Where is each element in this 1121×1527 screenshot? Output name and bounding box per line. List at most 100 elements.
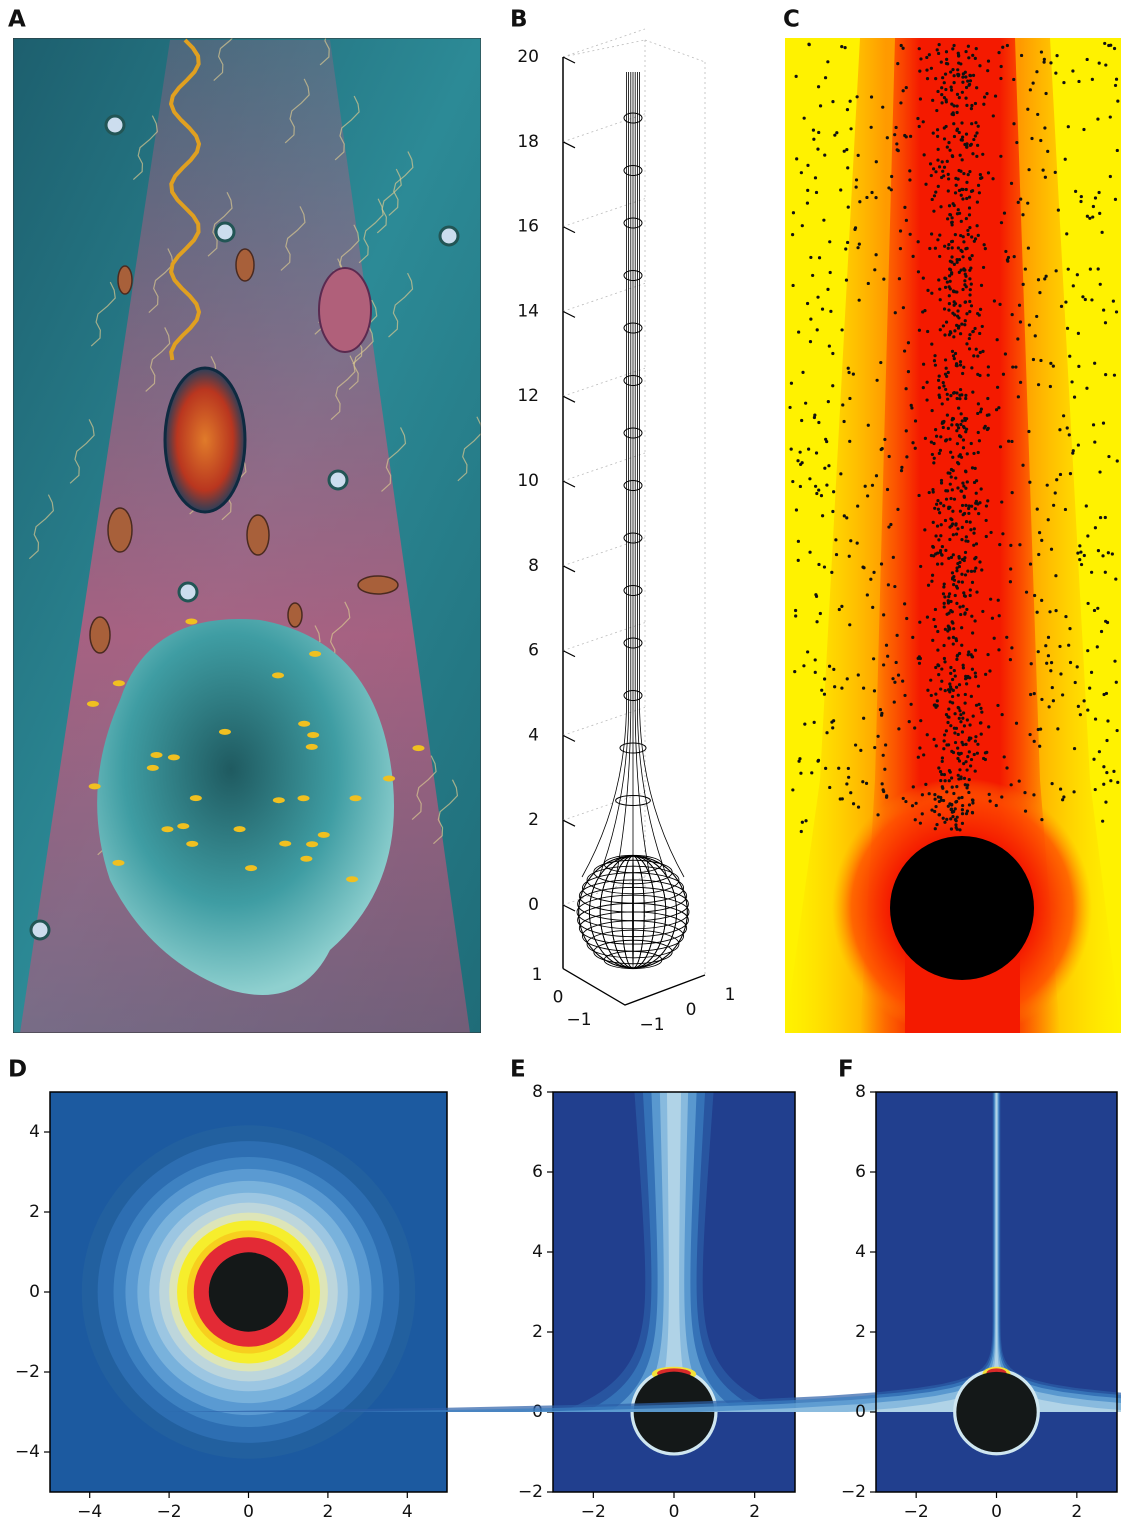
particle	[951, 620, 954, 623]
particle	[957, 52, 960, 55]
x-tick-label: 4	[402, 1502, 413, 1522]
particle	[973, 570, 976, 573]
particle	[935, 823, 938, 826]
particle	[891, 677, 894, 680]
particle	[940, 481, 943, 484]
particle	[1086, 708, 1089, 711]
particle	[1010, 182, 1013, 185]
particle	[843, 514, 846, 517]
particle	[962, 240, 965, 243]
particle	[981, 325, 984, 328]
particle	[970, 143, 973, 146]
particle	[961, 197, 964, 200]
particle	[1005, 636, 1008, 639]
particle	[318, 832, 330, 838]
particle	[932, 738, 935, 741]
z-tick	[563, 820, 575, 826]
particle	[815, 191, 818, 194]
particle	[976, 502, 979, 505]
particle	[1064, 615, 1067, 618]
particle	[953, 74, 956, 77]
particle	[1019, 197, 1022, 200]
particle	[951, 113, 954, 116]
particle	[185, 618, 197, 624]
particle	[965, 181, 968, 184]
particle	[948, 525, 951, 528]
particle	[1094, 526, 1097, 529]
particle	[932, 131, 935, 134]
particle	[807, 448, 810, 451]
particle	[934, 77, 937, 80]
particle	[1060, 305, 1063, 308]
particle	[887, 583, 890, 586]
particle	[974, 566, 977, 569]
particle	[937, 673, 940, 676]
particle	[957, 774, 960, 777]
particle	[801, 371, 804, 374]
particle	[952, 533, 955, 536]
y-tick-label: −2	[15, 1362, 40, 1382]
particle	[966, 79, 969, 82]
particle	[1077, 365, 1080, 368]
particle	[888, 455, 891, 458]
particle	[931, 453, 934, 456]
particle	[900, 469, 903, 472]
particle	[966, 755, 969, 758]
particle	[956, 93, 959, 96]
particle	[800, 419, 803, 422]
particle	[908, 169, 911, 172]
particle	[946, 393, 949, 396]
particle	[929, 162, 932, 165]
particle	[903, 206, 906, 209]
particle	[973, 619, 976, 622]
particle	[926, 289, 929, 292]
particle	[1033, 740, 1036, 743]
particle	[937, 185, 940, 188]
particle	[847, 206, 850, 209]
particle	[1092, 423, 1095, 426]
particle	[936, 128, 939, 131]
wire-parallel	[604, 951, 662, 968]
particle	[985, 519, 988, 522]
particle	[942, 504, 945, 507]
particle	[845, 782, 848, 785]
particle	[962, 664, 965, 667]
particle	[975, 590, 978, 593]
x-tick-label: 2	[749, 1502, 760, 1522]
particle	[916, 117, 919, 120]
particle	[905, 455, 908, 458]
particle	[970, 366, 973, 369]
spore	[179, 583, 197, 601]
particle	[1045, 662, 1048, 665]
panel-label: E	[510, 1057, 526, 1083]
particle	[964, 301, 967, 304]
particle	[924, 437, 927, 440]
particle	[968, 257, 971, 260]
particle	[945, 58, 948, 61]
wire-parallel	[579, 912, 686, 944]
particle	[1088, 687, 1091, 690]
particle	[955, 566, 958, 569]
particle	[955, 686, 958, 689]
particle	[1002, 373, 1005, 376]
spore	[216, 223, 234, 241]
particle	[958, 605, 961, 608]
particle	[866, 593, 869, 596]
particle	[840, 328, 843, 331]
y-tick-label: 2	[855, 1322, 866, 1342]
y-tick-label: −2	[841, 1482, 866, 1502]
particle	[961, 730, 964, 733]
particle	[827, 400, 830, 403]
particle	[964, 760, 967, 763]
particle	[950, 807, 953, 810]
particle	[942, 817, 945, 820]
particle	[936, 135, 939, 138]
particle	[1045, 275, 1048, 278]
particle	[808, 477, 811, 480]
particle	[948, 592, 951, 595]
particle	[944, 286, 947, 289]
particle	[883, 768, 886, 771]
particle	[939, 796, 942, 799]
particle	[929, 679, 932, 682]
particle	[968, 300, 971, 303]
